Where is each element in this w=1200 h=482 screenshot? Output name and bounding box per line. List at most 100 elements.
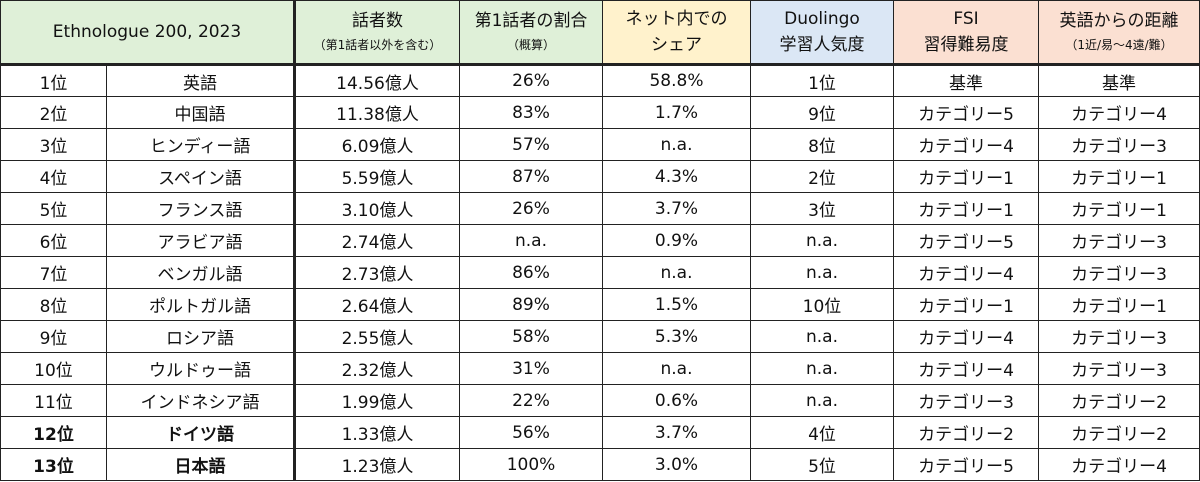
web-share-cell: 3.7% [602,192,751,225]
table-row: 11位 インドネシア語 1.99億人 22% 0.6% n.a. カテゴリー3 カテゴリー2 [0,384,1200,417]
web-share-cell: n.a. [602,256,751,289]
web-share-cell: 58.8% [602,63,751,97]
duolingo-cell: 4位 [750,416,894,449]
table-row: 12位 ドイツ語 1.33億人 56% 3.7% 4位 カテゴリー2 カテゴリー2 [0,416,1200,449]
fsi-cell: カテゴリー1 [893,192,1039,225]
language-cell: 英語 [106,63,296,97]
rank-cell: 8位 [0,288,107,321]
language-cell: ヒンディー語 [106,128,296,161]
fsi-cell: カテゴリー3 [893,384,1039,417]
table-row: 1位 英語 14.56億人 26% 58.8% 1位 基準 基準 [0,63,1200,97]
header-speakers: 話者数 （第1話者以外を含む） [294,0,460,65]
speakers-cell: 14.56億人 [294,63,460,97]
duolingo-cell: n.a. [750,224,894,257]
duolingo-cell: n.a. [750,320,894,353]
duolingo-cell: n.a. [750,384,894,417]
fsi-cell: カテゴリー2 [893,416,1039,449]
speakers-cell: 5.59億人 [294,160,460,193]
distance-cell: カテゴリー3 [1038,128,1200,161]
header-duolingo: Duolingo 学習人気度 [750,0,894,65]
web-share-cell: 3.7% [602,416,751,449]
rank-cell: 9位 [0,320,107,353]
header-distance-label: 英語からの距離 [1059,11,1179,31]
speakers-cell: 1.23億人 [294,448,460,481]
fsi-cell: カテゴリー5 [893,224,1039,257]
speakers-cell: 1.99億人 [294,384,460,417]
rank-cell: 2位 [0,96,107,129]
table-row: 2位 中国語 11.38億人 83% 1.7% 9位 カテゴリー5 カテゴリー4 [0,96,1200,129]
distance-cell: カテゴリー3 [1038,352,1200,385]
header-rank-label: Ethnologue 200, 2023 [52,22,242,42]
table-row: 13位 日本語 1.23億人 100% 3.0% 5位 カテゴリー5 カテゴリー4 [0,448,1200,481]
language-cell: 日本語 [106,448,296,481]
fsi-cell: 基準 [893,63,1039,97]
rank-cell: 4位 [0,160,107,193]
fsi-cell: カテゴリー4 [893,128,1039,161]
language-cell: アラビア語 [106,224,296,257]
web-share-cell: 1.5% [602,288,751,321]
web-share-cell: 5.3% [602,320,751,353]
speakers-cell: 2.74億人 [294,224,460,257]
header-native-ratio-sub: （概算） [506,38,555,52]
header-row: Ethnologue 200, 2023 話者数 （第1話者以外を含む） 第1話… [0,0,1200,65]
header-web-share-line2: シェア [651,35,702,55]
native-ratio-cell: 31% [459,352,603,385]
distance-cell: カテゴリー1 [1038,288,1200,321]
header-distance: 英語からの距離 （1近/易～4遠/難） [1038,0,1200,65]
native-ratio-cell: n.a. [459,224,603,257]
fsi-cell: カテゴリー5 [893,96,1039,129]
language-cell: ウルドゥー語 [106,352,296,385]
header-fsi-line2: 習得難易度 [923,35,1009,55]
speakers-cell: 1.33億人 [294,416,460,449]
table-row: 10位 ウルドゥー語 2.32億人 31% n.a. n.a. カテゴリー4 カテゴリー3 [0,352,1200,385]
header-fsi-line1: FSI [953,9,979,29]
table-row: 8位 ポルトガル語 2.64億人 89% 1.5% 10位 カテゴリー1 カテゴリー1 [0,288,1200,321]
distance-cell: カテゴリー1 [1038,160,1200,193]
duolingo-cell: 2位 [750,160,894,193]
native-ratio-cell: 26% [459,63,603,97]
web-share-cell: n.a. [602,128,751,161]
table-row: 9位 ロシア語 2.55億人 58% 5.3% n.a. カテゴリー4 カテゴリー3 [0,320,1200,353]
speakers-cell: 2.64億人 [294,288,460,321]
rank-cell: 3位 [0,128,107,161]
fsi-cell: カテゴリー4 [893,352,1039,385]
distance-cell: カテゴリー2 [1038,416,1200,449]
duolingo-cell: 10位 [750,288,894,321]
table-body: 1位 英語 14.56億人 26% 58.8% 1位 基準 基準 2位 中国語 11.38億人 83… [0,63,1200,481]
header-distance-sub: （1近/易～4遠/難） [1065,38,1173,52]
language-cell: スペイン語 [106,160,296,193]
language-cell: ロシア語 [106,320,296,353]
fsi-cell: カテゴリー1 [893,160,1039,193]
header-web-share-line1: ネット内での [625,9,728,29]
duolingo-cell: 1位 [750,63,894,97]
fsi-cell: カテゴリー5 [893,448,1039,481]
header-rank: Ethnologue 200, 2023 [0,0,296,65]
native-ratio-cell: 100% [459,448,603,481]
table-row: 4位 スペイン語 5.59億人 87% 4.3% 2位 カテゴリー1 カテゴリー1 [0,160,1200,193]
header-fsi: FSI 習得難易度 [893,0,1039,65]
language-cell: ベンガル語 [106,256,296,289]
speakers-cell: 3.10億人 [294,192,460,225]
table-row: 7位 ベンガル語 2.73億人 86% n.a. n.a. カテゴリー4 カテゴリー3 [0,256,1200,289]
native-ratio-cell: 87% [459,160,603,193]
duolingo-cell: n.a. [750,256,894,289]
native-ratio-cell: 56% [459,416,603,449]
rank-cell: 1位 [0,63,107,97]
distance-cell: カテゴリー4 [1038,448,1200,481]
distance-cell: カテゴリー1 [1038,192,1200,225]
table-row: 6位 アラビア語 2.74億人 n.a. 0.9% n.a. カテゴリー5 カテゴリー3 [0,224,1200,257]
web-share-cell: n.a. [602,352,751,385]
native-ratio-cell: 89% [459,288,603,321]
distance-cell: カテゴリー2 [1038,384,1200,417]
header-duolingo-line2: 学習人気度 [779,35,865,55]
header-native-ratio: 第1話者の割合 （概算） [459,0,603,65]
rank-cell: 5位 [0,192,107,225]
duolingo-cell: 3位 [750,192,894,225]
header-speakers-sub: （第1話者以外を含む） [313,38,442,52]
duolingo-cell: 5位 [750,448,894,481]
distance-cell: カテゴリー4 [1038,96,1200,129]
web-share-cell: 3.0% [602,448,751,481]
native-ratio-cell: 86% [459,256,603,289]
native-ratio-cell: 26% [459,192,603,225]
